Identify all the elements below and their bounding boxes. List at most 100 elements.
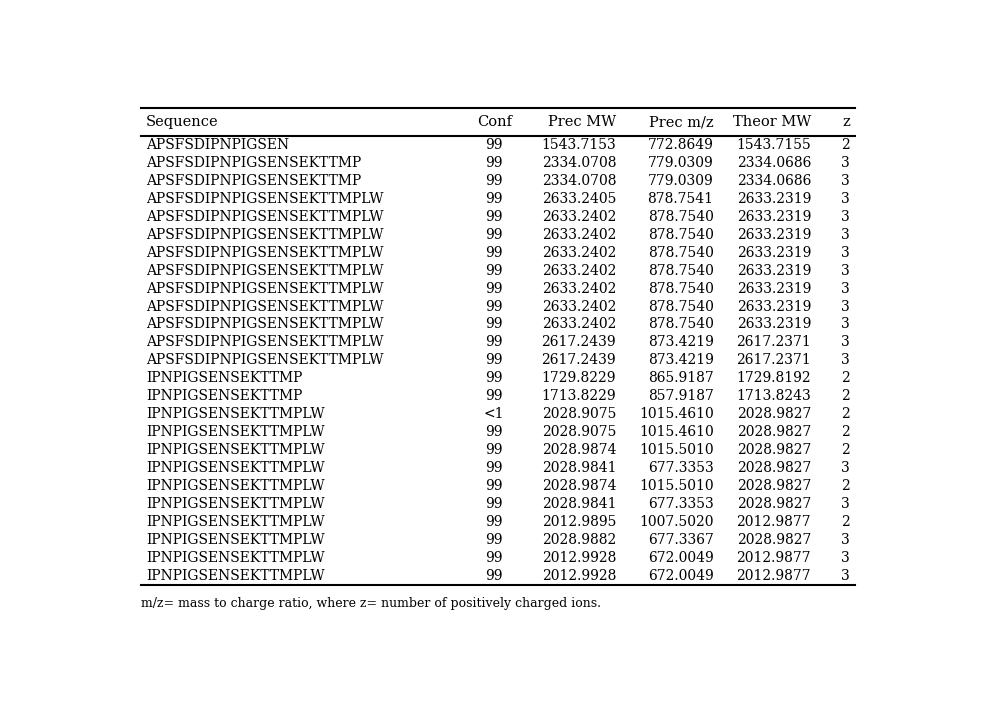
Text: 3: 3 [841, 174, 850, 188]
Text: 878.7540: 878.7540 [648, 282, 713, 296]
Text: 99: 99 [485, 569, 503, 582]
Text: 2: 2 [841, 479, 850, 493]
Text: 2012.9928: 2012.9928 [542, 551, 616, 564]
Text: 2: 2 [841, 138, 850, 152]
Text: 2633.2402: 2633.2402 [542, 246, 616, 260]
Text: 1543.7155: 1543.7155 [736, 138, 811, 152]
Text: 3: 3 [841, 210, 850, 224]
Text: APSFSDIPNPIGSENSEKTTMP: APSFSDIPNPIGSENSEKTTMP [146, 156, 361, 170]
Text: Prec m/z: Prec m/z [649, 115, 713, 129]
Text: 3: 3 [841, 264, 850, 278]
Text: 878.7540: 878.7540 [648, 228, 713, 242]
Text: IPNPIGSENSEKTTMPLW: IPNPIGSENSEKTTMPLW [146, 551, 325, 564]
Text: 99: 99 [485, 353, 503, 367]
Text: 1713.8243: 1713.8243 [736, 389, 811, 403]
Text: 2028.9874: 2028.9874 [541, 443, 616, 457]
Text: 99: 99 [485, 497, 503, 510]
Text: 2012.9877: 2012.9877 [736, 551, 811, 564]
Text: 2028.9827: 2028.9827 [736, 479, 811, 493]
Text: 2028.9827: 2028.9827 [736, 461, 811, 475]
Text: 3: 3 [841, 497, 850, 510]
Text: 2028.9827: 2028.9827 [736, 425, 811, 439]
Text: 99: 99 [485, 443, 503, 457]
Text: z: z [842, 115, 850, 129]
Text: 99: 99 [485, 156, 503, 170]
Text: 3: 3 [841, 318, 850, 331]
Text: 2633.2319: 2633.2319 [736, 264, 811, 278]
Text: 2028.9841: 2028.9841 [541, 497, 616, 510]
Text: 2617.2371: 2617.2371 [736, 335, 811, 349]
Text: Theor MW: Theor MW [732, 115, 811, 129]
Text: 2028.9882: 2028.9882 [542, 533, 616, 546]
Text: 878.7540: 878.7540 [648, 264, 713, 278]
Text: 2633.2319: 2633.2319 [736, 210, 811, 224]
Text: 2: 2 [841, 425, 850, 439]
Text: APSFSDIPNPIGSENSEKTTMPLW: APSFSDIPNPIGSENSEKTTMPLW [146, 318, 383, 331]
Text: IPNPIGSENSEKTTMPLW: IPNPIGSENSEKTTMPLW [146, 515, 325, 528]
Text: 99: 99 [485, 138, 503, 152]
Text: IPNPIGSENSEKTTMPLW: IPNPIGSENSEKTTMPLW [146, 569, 325, 582]
Text: 2334.0708: 2334.0708 [541, 156, 616, 170]
Text: 2633.2402: 2633.2402 [542, 228, 616, 242]
Text: 3: 3 [841, 282, 850, 296]
Text: 99: 99 [485, 461, 503, 475]
Text: APSFSDIPNPIGSENSEKTTMPLW: APSFSDIPNPIGSENSEKTTMPLW [146, 300, 383, 313]
Text: 878.7540: 878.7540 [648, 300, 713, 313]
Text: 99: 99 [485, 264, 503, 278]
Text: 99: 99 [485, 425, 503, 439]
Text: 99: 99 [485, 389, 503, 403]
Text: 2: 2 [841, 407, 850, 421]
Text: 99: 99 [485, 371, 503, 385]
Text: 2028.9874: 2028.9874 [541, 479, 616, 493]
Text: IPNPIGSENSEKTTMPLW: IPNPIGSENSEKTTMPLW [146, 425, 325, 439]
Text: IPNPIGSENSEKTTMPLW: IPNPIGSENSEKTTMPLW [146, 443, 325, 457]
Text: 2633.2319: 2633.2319 [736, 282, 811, 296]
Text: 3: 3 [841, 335, 850, 349]
Text: 3: 3 [841, 246, 850, 260]
Text: IPNPIGSENSEKTTMPLW: IPNPIGSENSEKTTMPLW [146, 533, 325, 546]
Text: 3: 3 [841, 156, 850, 170]
Text: 779.0309: 779.0309 [648, 156, 713, 170]
Text: 2028.9827: 2028.9827 [736, 407, 811, 421]
Text: m/z= mass to charge ratio, where z= number of positively charged ions.: m/z= mass to charge ratio, where z= numb… [141, 597, 602, 610]
Text: <1: <1 [484, 407, 504, 421]
Text: APSFSDIPNPIGSENSEKTTMP: APSFSDIPNPIGSENSEKTTMP [146, 174, 361, 188]
Text: 2334.0686: 2334.0686 [736, 174, 811, 188]
Text: 99: 99 [485, 335, 503, 349]
Text: 1015.4610: 1015.4610 [639, 407, 713, 421]
Text: 878.7540: 878.7540 [648, 318, 713, 331]
Text: 2633.2319: 2633.2319 [736, 228, 811, 242]
Text: 3: 3 [841, 569, 850, 582]
Text: 99: 99 [485, 192, 503, 206]
Text: IPNPIGSENSEKTTMPLW: IPNPIGSENSEKTTMPLW [146, 461, 325, 475]
Text: APSFSDIPNPIGSENSEKTTMPLW: APSFSDIPNPIGSENSEKTTMPLW [146, 264, 383, 278]
Text: 2617.2439: 2617.2439 [541, 353, 616, 367]
Text: 3: 3 [841, 192, 850, 206]
Text: IPNPIGSENSEKTTMPLW: IPNPIGSENSEKTTMPLW [146, 497, 325, 510]
Text: 99: 99 [485, 515, 503, 528]
Text: 1713.8229: 1713.8229 [541, 389, 616, 403]
Text: 1543.7153: 1543.7153 [541, 138, 616, 152]
Text: APSFSDIPNPIGSENSEKTTMPLW: APSFSDIPNPIGSENSEKTTMPLW [146, 192, 383, 206]
Text: IPNPIGSENSEKTTMP: IPNPIGSENSEKTTMP [146, 371, 303, 385]
Text: 873.4219: 873.4219 [648, 335, 713, 349]
Text: 3: 3 [841, 551, 850, 564]
Text: 2633.2405: 2633.2405 [542, 192, 616, 206]
Text: 1015.5010: 1015.5010 [639, 443, 713, 457]
Text: 1729.8229: 1729.8229 [541, 371, 616, 385]
Text: Prec MW: Prec MW [548, 115, 616, 129]
Text: 2: 2 [841, 443, 850, 457]
Text: APSFSDIPNPIGSENSEKTTMPLW: APSFSDIPNPIGSENSEKTTMPLW [146, 246, 383, 260]
Text: 2633.2402: 2633.2402 [542, 318, 616, 331]
Text: IPNPIGSENSEKTTMPLW: IPNPIGSENSEKTTMPLW [146, 407, 325, 421]
Text: 677.3353: 677.3353 [648, 461, 713, 475]
Text: 99: 99 [485, 210, 503, 224]
Text: APSFSDIPNPIGSENSEKTTMPLW: APSFSDIPNPIGSENSEKTTMPLW [146, 228, 383, 242]
Text: IPNPIGSENSEKTTMPLW: IPNPIGSENSEKTTMPLW [146, 479, 325, 493]
Text: 677.3367: 677.3367 [648, 533, 713, 546]
Text: 865.9187: 865.9187 [648, 371, 713, 385]
Text: APSFSDIPNPIGSENSEKTTMPLW: APSFSDIPNPIGSENSEKTTMPLW [146, 335, 383, 349]
Text: 878.7540: 878.7540 [648, 246, 713, 260]
Text: 3: 3 [841, 533, 850, 546]
Text: 857.9187: 857.9187 [648, 389, 713, 403]
